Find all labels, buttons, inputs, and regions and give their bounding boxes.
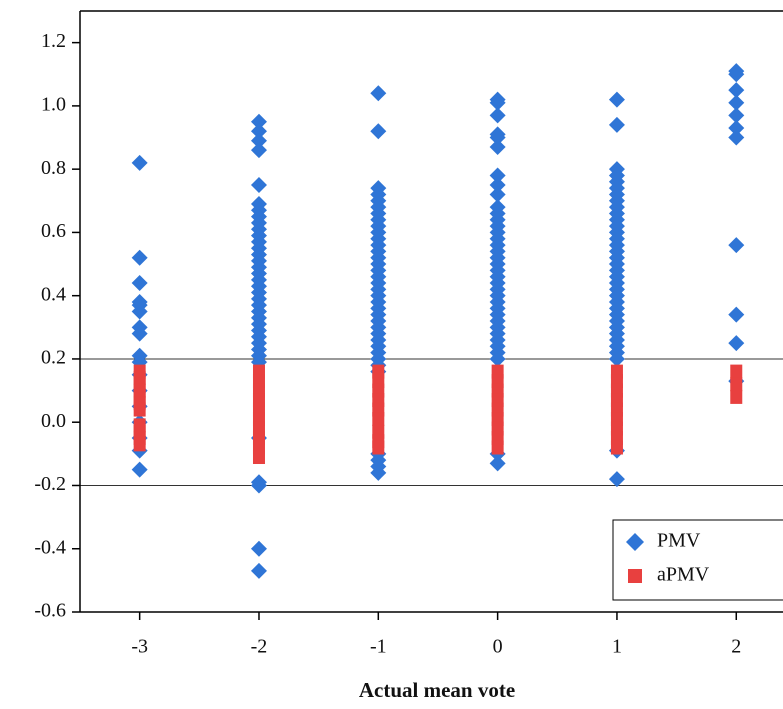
apmv-point [252, 364, 265, 379]
pmv-point [370, 85, 387, 102]
apmv-point [730, 377, 743, 392]
x-axis-label: Actual mean vote [359, 678, 515, 702]
y-tick-label: 1.0 [41, 93, 66, 115]
pmv-point [489, 455, 506, 472]
legend-marker [626, 533, 644, 551]
pmv-point [131, 154, 148, 171]
apmv-point [252, 431, 265, 446]
apmv-point [252, 374, 265, 389]
y-tick-label: 0.8 [41, 157, 66, 179]
x-tick-label: -2 [251, 636, 268, 658]
y-tick-label: 0.2 [41, 347, 66, 369]
apmv-point [252, 393, 265, 408]
pmv-point [728, 306, 745, 323]
pmv-point [131, 461, 148, 478]
y-tick-label: -0.6 [34, 600, 66, 622]
y-tick-label: 0.0 [41, 410, 66, 432]
apmv-point [730, 389, 743, 404]
pmv-point [250, 123, 267, 140]
pmv-point [489, 129, 506, 146]
pmv-point [489, 167, 506, 184]
pmv-point [250, 477, 267, 494]
apmv-point [610, 440, 623, 455]
x-tick-label: 2 [731, 636, 741, 658]
apmv-point [372, 440, 385, 455]
pmv-point [131, 303, 148, 320]
apmv-point [491, 440, 504, 455]
x-tick-label: -3 [131, 636, 148, 658]
pmv-point [370, 464, 387, 481]
x-tick-label: -1 [370, 636, 387, 658]
apmv-point [252, 440, 265, 455]
y-tick-label: 0.4 [41, 283, 66, 305]
legend-label: PMV [657, 530, 701, 552]
apmv-point [252, 383, 265, 398]
pmv-point [728, 66, 745, 83]
x-tick-label: 0 [493, 636, 503, 658]
apmv-point [372, 412, 385, 427]
apmv-point [252, 450, 265, 465]
pmv-point [250, 113, 267, 130]
apmv-point [252, 412, 265, 427]
apmv-point [252, 421, 265, 436]
y-tick-label: 1.2 [41, 30, 66, 52]
pmv-point [250, 540, 267, 557]
y-tick-label: 0.6 [41, 220, 66, 242]
legend-marker [628, 569, 642, 583]
y-tick-label: -0.4 [34, 536, 66, 558]
pmv-point [131, 275, 148, 292]
pmv-point [489, 350, 506, 367]
pmv-point [489, 94, 506, 111]
pmv-point [489, 186, 506, 203]
pmv-point [370, 123, 387, 140]
pmv-point [489, 139, 506, 156]
legend-box [612, 519, 783, 601]
pmv-point [728, 237, 745, 254]
pmv-point [250, 132, 267, 149]
pmv-point [728, 82, 745, 99]
pmv-point [728, 335, 745, 352]
pmv-point [489, 176, 506, 193]
pmv-point [608, 471, 625, 488]
pmv-point [131, 325, 148, 342]
pmv-point [728, 94, 745, 111]
pmv-point [608, 350, 625, 367]
pmv-point [608, 116, 625, 133]
pmv-point [608, 91, 625, 108]
y-tick-label: -0.2 [34, 473, 66, 495]
pmv-point [728, 107, 745, 124]
pmv-point [728, 129, 745, 146]
legend-label: aPMV [657, 564, 710, 586]
pmv-point [489, 107, 506, 124]
apmv-point [730, 364, 743, 379]
apmv-point [133, 402, 146, 417]
pmv-point [250, 562, 267, 579]
pmv-point [131, 249, 148, 266]
pmv-point [728, 120, 745, 137]
apmv-point [133, 437, 146, 452]
x-tick-label: 1 [612, 636, 622, 658]
pmv-point [250, 176, 267, 193]
pmv-point [250, 142, 267, 159]
apmv-point [252, 402, 265, 417]
